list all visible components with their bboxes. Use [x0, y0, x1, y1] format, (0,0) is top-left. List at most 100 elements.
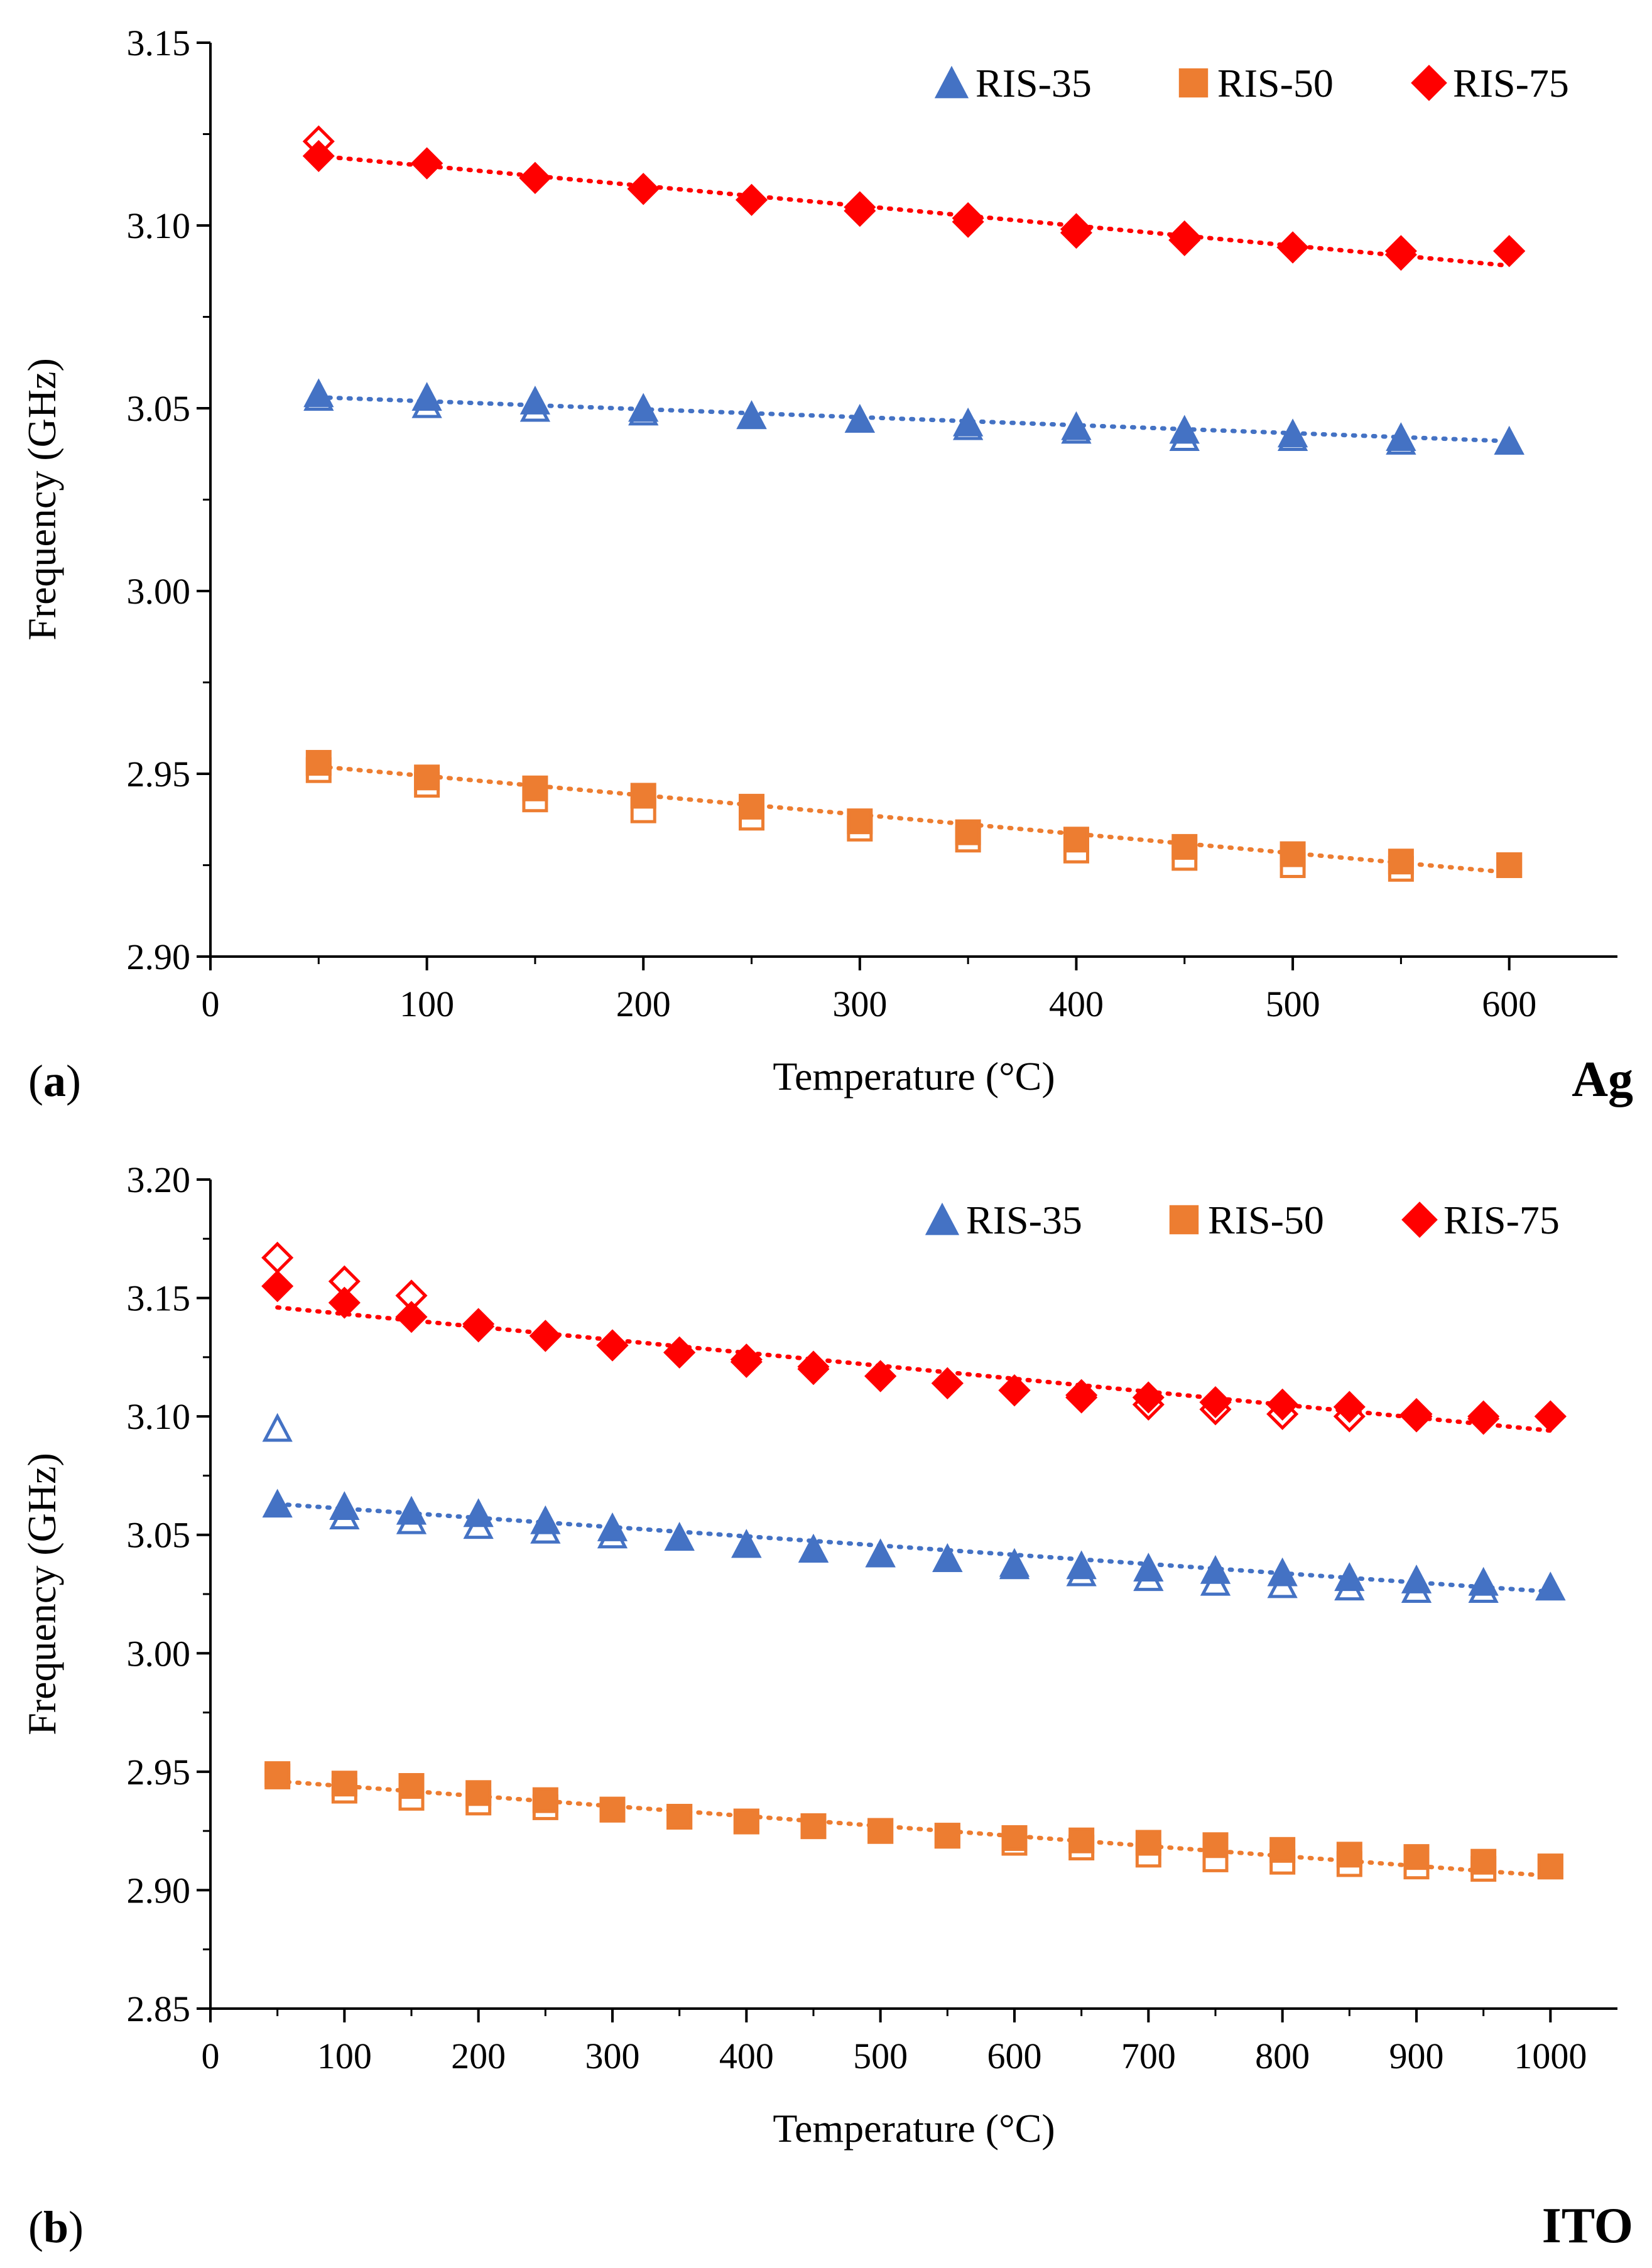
panel-b-ris-35-filled-point: [664, 1522, 695, 1551]
panel-a-legend-ris-50-marker: [1178, 68, 1209, 98]
panel-b-ris-75-filled-point: [1400, 1397, 1433, 1430]
panel-b-ris-50-filled-point: [867, 1818, 894, 1844]
panel-b-ris-35-filled-point: [999, 1548, 1030, 1577]
panel-b-ris-35-filled-point: [932, 1543, 963, 1572]
panel-a-x-axis-title: Temperature (°C): [773, 1054, 1055, 1099]
panel-a-x-tick-label: 100: [399, 984, 454, 1024]
panel-b-ris-75-filled-point: [1132, 1381, 1165, 1414]
panel-b-ris-75-filled-point: [1534, 1400, 1567, 1433]
panel-b-ris-35-filled-point: [262, 1489, 293, 1518]
panel-b-ris-50-filled-point: [1336, 1842, 1362, 1868]
panel-a-x-tick-label: 400: [1049, 984, 1104, 1024]
panel-b-x-tick-label: 800: [1255, 2036, 1310, 2076]
panel-b-x-tick-label: 600: [987, 2036, 1042, 2076]
panel-a-y-tick-label: 3.05: [127, 388, 191, 429]
panel-a-legend-ris-35-marker: [934, 65, 969, 99]
panel-b-ris-35-filled-point: [329, 1491, 360, 1520]
panel-b-ris-35-filled-point: [731, 1529, 762, 1558]
panel-b-x-axis-title: Temperature (°C): [773, 2106, 1055, 2151]
panel-b-ris-50-filled-point: [1001, 1825, 1028, 1851]
panel-a-y-tick-label: 3.00: [127, 571, 191, 612]
panel-b-ris-75-filled-point: [261, 1270, 294, 1303]
panel-a-ris-35-filled-point: [844, 404, 875, 433]
panel-a-ris-35-filled-point: [953, 407, 984, 437]
panel-b-ris-50-filled-point: [733, 1808, 759, 1835]
panel-a-y-tick-label: 2.90: [127, 936, 191, 977]
panel-a-ris-35-filled-point: [1169, 415, 1200, 444]
panel-a-x-tick-label: 300: [832, 984, 887, 1024]
panel-b-ris-50-filled-point: [599, 1796, 626, 1823]
panel-b-y-tick-label: 2.90: [127, 1870, 191, 1911]
panel-a-ris-50-filled-point: [1496, 852, 1523, 878]
panel-a-x-tick-label: 200: [616, 984, 671, 1024]
panel-b-ris-35-filled-point: [1066, 1550, 1097, 1580]
panel-a-x-tick-label: 500: [1266, 984, 1320, 1024]
panel-a-ris-75-filled-point: [627, 173, 660, 205]
panel-b-ris-75-filled-point: [1065, 1379, 1098, 1411]
panel-b-ris-35-filled-point: [1468, 1566, 1499, 1596]
panel-b-legend: RIS-35 RIS-50 RIS-75: [925, 1198, 1560, 1242]
panel-a-ris-35-filled-point: [303, 378, 334, 408]
panel-a-ris-75-filled-point: [844, 191, 876, 224]
panel-a-ris-35-filled-point: [1061, 411, 1092, 440]
panel-b-ris-75-filled-point: [1333, 1391, 1366, 1423]
panel-b-ris-75-filled-point: [462, 1308, 495, 1340]
panel-b-ris-35-filled-point: [865, 1538, 896, 1568]
panel-b-ris-50-filled-point: [1470, 1848, 1497, 1875]
panel-a-ris-50-filled-point: [414, 764, 440, 791]
panel-a-x-tick-label: 0: [202, 984, 220, 1024]
panel-a-ris-75-filled-point: [1493, 235, 1526, 268]
panel-b-ris-35-filled-point: [463, 1498, 494, 1527]
panel-a-ris-35-filled-point: [1386, 422, 1416, 452]
panel-a-ris-75-filled-point: [952, 202, 984, 234]
panel-b-y-tick-label: 3.20: [127, 1159, 191, 1200]
panel-b-ris-75-filled-point: [1199, 1386, 1232, 1419]
panel-b-ris-35-hollow-point: [262, 1413, 293, 1442]
panel-a-chart: 2.90 2.95 3.00 3.05 3.10 3.15 0 100 200 300 400 500…: [19, 23, 1633, 1107]
panel-b-y-axis-title: Frequency (GHz): [19, 1453, 64, 1735]
panel-a-ris-75-filled-point: [1276, 231, 1309, 264]
panel-a-ris-35-filled-point: [628, 393, 659, 422]
panel-a-ris-75-filled-point: [736, 183, 768, 216]
panel-a-ris-35-filled-point: [1494, 426, 1524, 455]
panel-b-ris-75-filled-point: [663, 1336, 696, 1369]
panel-a-y-tick-label: 3.10: [127, 205, 191, 246]
panel-b-ris-35-filled-point: [1267, 1557, 1298, 1587]
panel-a-ris-50-trendline: [316, 764, 1512, 875]
panel-a-ris-50-filled-point: [1063, 827, 1089, 853]
panel-b-legend-ris-35-label: RIS-35: [966, 1198, 1082, 1242]
panel-b-ris-75-filled-point: [730, 1343, 763, 1376]
panel-a-ris-75-filled-point: [411, 147, 443, 180]
panel-a-label: (a): [28, 1056, 81, 1106]
panel-b-y-tick-label: 3.15: [127, 1278, 191, 1319]
panel-b-material-label: ITO: [1542, 2198, 1633, 2254]
panel-a-ris-50-filled-point: [305, 750, 332, 776]
panel-a-material-label: Ag: [1572, 1052, 1633, 1107]
panel-a-legend-ris-75-label: RIS-75: [1453, 61, 1569, 106]
panel-b-ris-50-filled-point: [666, 1804, 693, 1830]
panel-b-ris-75-filled-point: [395, 1301, 428, 1333]
panel-a-ris-35-trendline: [316, 395, 1512, 443]
panel-b-ris-50-filled-point: [1135, 1830, 1161, 1856]
panel-a-ris-35-filled-point: [1277, 418, 1308, 448]
panel-a-ris-50-filled-point: [955, 819, 981, 845]
panel-b-chart: 2.85 2.90 2.95 3.00 3.05 3.10 3.15 3.20 0 100 200 3…: [19, 1159, 1633, 2254]
panel-a-ris-75-trendline: [316, 153, 1512, 268]
panel-a-ris-75-filled-point: [1060, 213, 1092, 246]
panel-b-ris-75-filled-point: [1266, 1388, 1299, 1421]
panel-b-y-tick-label: 3.05: [127, 1515, 191, 1556]
panel-b-ris-50-filled-point: [398, 1772, 425, 1799]
panel-b-ris-75-filled-point: [998, 1374, 1031, 1407]
panel-a-ris-75-filled-point: [1384, 235, 1417, 268]
panel-a-legend: RIS-35 RIS-50 RIS-75: [934, 61, 1569, 106]
panel-a-y-tick-label: 3.15: [127, 23, 191, 63]
panel-b-ris-75-filled-point: [328, 1286, 361, 1319]
panel-b-legend-ris-50-label: RIS-50: [1208, 1198, 1324, 1242]
panel-b-legend-ris-75-label: RIS-75: [1443, 1198, 1560, 1242]
panel-b-ris-50-filled-point: [264, 1761, 291, 1788]
panel-a-ris-35-filled-point: [411, 382, 442, 411]
panel-a-legend-ris-35-label: RIS-35: [975, 61, 1092, 106]
panel-b-legend-ris-50-marker: [1169, 1205, 1199, 1235]
panel-b-y-tick-label: 3.10: [127, 1396, 191, 1437]
panel-b-legend-ris-75-marker: [1401, 1202, 1438, 1238]
